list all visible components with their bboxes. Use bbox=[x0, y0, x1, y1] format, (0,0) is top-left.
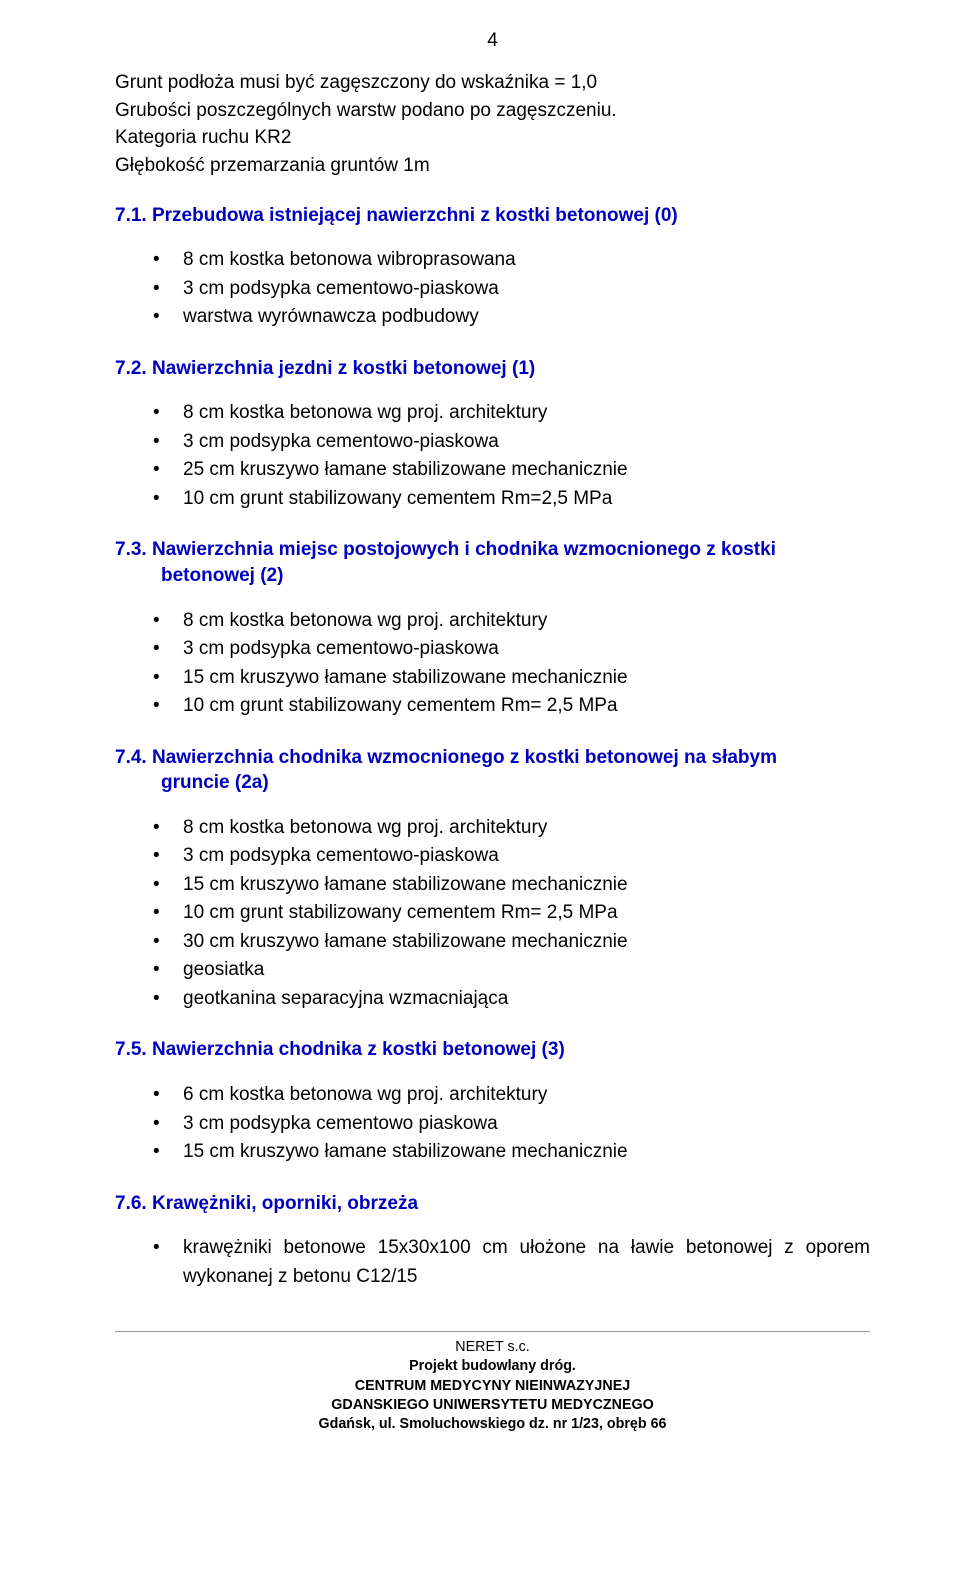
footer-line: NERET s.c. bbox=[115, 1338, 870, 1357]
page-number: 4 bbox=[115, 30, 870, 52]
list-item: warstwa wyrównawcza podbudowy bbox=[153, 303, 870, 332]
footer-line: GDANSKIEGO UNIWERSYTETU MEDYCZNEGO bbox=[115, 1396, 870, 1415]
section-7-1-heading: 7.1. Przebudowa istniejącej nawierzchni … bbox=[115, 203, 870, 229]
list-item: 15 cm kruszywo łamane stabilizowane mech… bbox=[153, 664, 870, 693]
list-item: 8 cm kostka betonowa wg proj. architektu… bbox=[153, 814, 870, 843]
list-item: 6 cm kostka betonowa wg proj. architektu… bbox=[153, 1081, 870, 1110]
heading-line: 7.4. Nawierzchnia chodnika wzmocnionego … bbox=[115, 747, 777, 768]
section-7-2-heading: 7.2. Nawierzchnia jezdni z kostki betono… bbox=[115, 356, 870, 382]
list-item: 3 cm podsypka cementowo-piaskowa bbox=[153, 275, 870, 304]
list-item: 8 cm kostka betonowa wg proj. architektu… bbox=[153, 607, 870, 636]
section-7-3-heading: 7.3. Nawierzchnia miejsc postojowych i c… bbox=[115, 537, 870, 588]
footer-line: Gdańsk, ul. Smoluchowskiego dz. nr 1/23,… bbox=[115, 1415, 870, 1434]
section-7-2-list: 8 cm kostka betonowa wg proj. architektu… bbox=[115, 399, 870, 513]
section-7-6-list: krawężniki betonowe 15x30x100 cm ułożone… bbox=[115, 1234, 870, 1291]
section-7-5-list: 6 cm kostka betonowa wg proj. architektu… bbox=[115, 1081, 870, 1167]
list-item: geotkanina separacyjna wzmacniająca bbox=[153, 985, 870, 1014]
list-item: 15 cm kruszywo łamane stabilizowane mech… bbox=[153, 1138, 870, 1167]
list-item: 8 cm kostka betonowa wibroprasowana bbox=[153, 246, 870, 275]
heading-line: 7.3. Nawierzchnia miejsc postojowych i c… bbox=[115, 539, 776, 560]
list-item: 10 cm grunt stabilizowany cementem Rm= 2… bbox=[153, 692, 870, 721]
list-item: krawężniki betonowe 15x30x100 cm ułożone… bbox=[153, 1234, 870, 1291]
footer: NERET s.c. Projekt budowlany dróg. CENTR… bbox=[115, 1338, 870, 1434]
list-item: 3 cm podsypka cementowo-piaskowa bbox=[153, 635, 870, 664]
footer-line: CENTRUM MEDYCYNY NIEINWAZYJNEJ bbox=[115, 1377, 870, 1396]
section-7-4-list: 8 cm kostka betonowa wg proj. architektu… bbox=[115, 814, 870, 1014]
section-7-5-heading: 7.5. Nawierzchnia chodnika z kostki beto… bbox=[115, 1037, 870, 1063]
list-item: 15 cm kruszywo łamane stabilizowane mech… bbox=[153, 871, 870, 900]
footer-separator bbox=[115, 1331, 870, 1332]
list-item: 3 cm podsypka cementowo piaskowa bbox=[153, 1110, 870, 1139]
intro-block: Grunt podłoża musi być zagęszczony do ws… bbox=[115, 70, 870, 179]
footer-line: Projekt budowlany dróg. bbox=[115, 1357, 870, 1376]
list-item: 30 cm kruszywo łamane stabilizowane mech… bbox=[153, 928, 870, 957]
list-item: 3 cm podsypka cementowo-piaskowa bbox=[153, 428, 870, 457]
section-7-6-heading: 7.6. Krawężniki, oporniki, obrzeża bbox=[115, 1191, 870, 1217]
list-item: 10 cm grunt stabilizowany cementem Rm=2,… bbox=[153, 485, 870, 514]
list-item: 25 cm kruszywo łamane stabilizowane mech… bbox=[153, 456, 870, 485]
heading-line: betonowej (2) bbox=[115, 563, 870, 589]
list-item: 3 cm podsypka cementowo-piaskowa bbox=[153, 842, 870, 871]
section-7-1-list: 8 cm kostka betonowa wibroprasowana 3 cm… bbox=[115, 246, 870, 332]
intro-line: Grunt podłoża musi być zagęszczony do ws… bbox=[115, 70, 870, 96]
section-7-4-heading: 7.4. Nawierzchnia chodnika wzmocnionego … bbox=[115, 745, 870, 796]
intro-line: Grubości poszczególnych warstw podano po… bbox=[115, 98, 870, 124]
intro-line: Kategoria ruchu KR2 bbox=[115, 125, 870, 151]
page: 4 Grunt podłoża musi być zagęszczony do … bbox=[0, 0, 960, 1582]
section-7-3-list: 8 cm kostka betonowa wg proj. architektu… bbox=[115, 607, 870, 721]
list-item: geosiatka bbox=[153, 956, 870, 985]
list-item: 8 cm kostka betonowa wg proj. architektu… bbox=[153, 399, 870, 428]
list-item: 10 cm grunt stabilizowany cementem Rm= 2… bbox=[153, 899, 870, 928]
heading-line: gruncie (2a) bbox=[115, 770, 870, 796]
intro-line: Głębokość przemarzania gruntów 1m bbox=[115, 153, 870, 179]
